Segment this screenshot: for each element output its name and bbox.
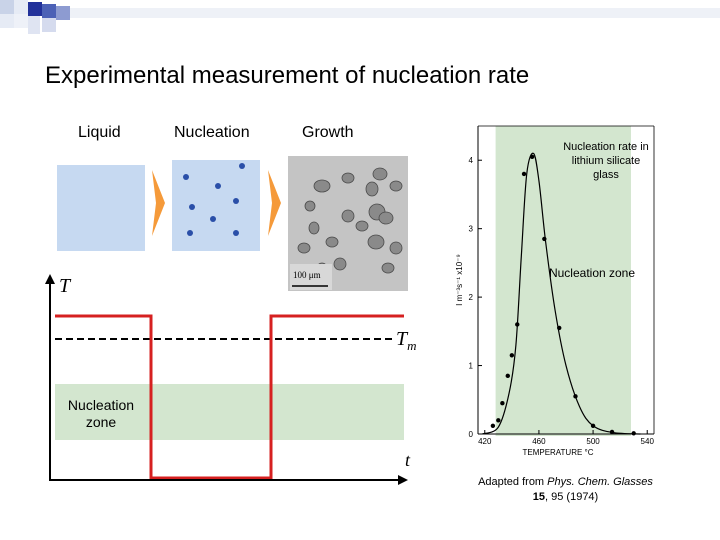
growth-micrograph xyxy=(288,156,408,291)
corner-decoration xyxy=(0,0,720,34)
chart-y-axis-label: I m⁻³s⁻¹ x10⁻⁹ xyxy=(455,254,464,306)
nucleus-dot xyxy=(189,204,195,210)
chart-nucleation-zone xyxy=(495,126,631,436)
nucleus-dot xyxy=(210,216,216,222)
x-tick-label: 460 xyxy=(532,437,546,446)
nucleus-dot xyxy=(183,174,189,180)
data-point xyxy=(609,429,615,435)
y-axis-label: T xyxy=(59,275,71,297)
diagram-nucleation-zone xyxy=(55,384,404,440)
x-axis-arrow-icon xyxy=(398,475,408,485)
x-tick-label: 420 xyxy=(478,437,492,446)
nucleation-rate-chart: 420 460 500 540 0 1 2 3 4 TEMPERATURE °C I m⁻³s⁻… xyxy=(455,125,655,457)
nucleus-dot xyxy=(187,230,193,236)
y-axis-arrow-icon xyxy=(45,274,55,284)
nucleus-dot xyxy=(233,230,239,236)
nucleus-dot xyxy=(233,198,239,204)
data-point xyxy=(573,394,578,399)
slide-title: Experimental measurement of nucleation r… xyxy=(45,62,530,89)
temperature-profile xyxy=(55,314,404,480)
data-point xyxy=(631,431,636,436)
y-tick-label: 3 xyxy=(469,225,474,234)
data-point xyxy=(529,154,535,159)
data-point xyxy=(505,373,510,379)
tm-label-main: T xyxy=(396,328,408,350)
arrow-icon xyxy=(152,170,165,236)
caption-prefix: Adapted from xyxy=(478,476,548,488)
y-tick-label: 0 xyxy=(469,430,474,439)
nucleus-dot xyxy=(239,163,245,169)
tm-label-sub: m xyxy=(407,338,417,353)
caption-line-2: 15, 95 (1974) xyxy=(458,490,673,505)
data-point xyxy=(490,423,496,428)
rate-curve xyxy=(481,152,641,435)
diagram-zone-label: Nucleation zone xyxy=(67,397,135,430)
arrow-icon xyxy=(268,170,281,236)
data-point xyxy=(557,325,562,331)
crystal-grains xyxy=(288,156,408,291)
caption-volume: 15 xyxy=(532,491,546,503)
scale-bar-label: 100 μm xyxy=(293,270,321,280)
caption-line-1: Adapted from Phys. Chem. Glasses xyxy=(458,475,673,490)
data-point xyxy=(542,236,547,242)
data-point xyxy=(521,171,527,177)
y-tick-label: 1 xyxy=(469,362,474,371)
data-point xyxy=(496,418,501,423)
liquid-box xyxy=(57,165,145,251)
data-point xyxy=(509,353,515,358)
nucleation-box xyxy=(172,160,260,251)
chart-zone-label: Nucleation zone xyxy=(548,266,636,280)
nuclei-dots xyxy=(183,163,245,236)
y-tick-label: 4 xyxy=(469,156,474,165)
tm-label: Tm xyxy=(396,328,417,354)
stage-label-liquid: Liquid xyxy=(78,124,121,141)
y-tick-label: 2 xyxy=(469,293,474,302)
x-tick-label: 500 xyxy=(586,437,600,446)
nucleus-dot xyxy=(215,183,221,189)
chart-title: Nucleation rate in lithium silicate glas… xyxy=(563,141,649,181)
data-point xyxy=(590,423,596,428)
caption-journal: Phys. Chem. Glasses xyxy=(547,476,653,488)
stage-label-nucleation: Nucleation xyxy=(174,124,250,141)
source-caption: Adapted from Phys. Chem. Glasses 15, 95 … xyxy=(458,475,673,505)
data-point xyxy=(515,322,520,327)
x-axis-label: t xyxy=(405,450,411,470)
caption-pages: , 95 (1974) xyxy=(545,491,599,503)
x-tick-label: 540 xyxy=(641,437,655,446)
data-point xyxy=(500,401,505,406)
stage-label-growth: Growth xyxy=(302,124,354,141)
chart-x-axis-label: TEMPERATURE °C xyxy=(522,448,593,457)
